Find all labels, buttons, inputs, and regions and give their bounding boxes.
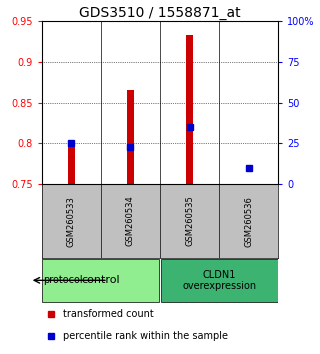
Text: GSM260535: GSM260535 — [185, 196, 194, 246]
Text: protocol: protocol — [43, 275, 83, 285]
Text: GSM260536: GSM260536 — [244, 196, 253, 246]
Text: percentile rank within the sample: percentile rank within the sample — [63, 331, 228, 341]
Bar — [127, 91, 134, 187]
Text: GSM260533: GSM260533 — [67, 196, 76, 246]
Bar — [245, 185, 252, 187]
Bar — [161, 259, 278, 302]
Bar — [68, 143, 75, 187]
Text: control: control — [82, 275, 120, 285]
Text: CLDN1
overexpression: CLDN1 overexpression — [182, 269, 256, 291]
Bar — [186, 35, 193, 187]
Title: GDS3510 / 1558871_at: GDS3510 / 1558871_at — [79, 6, 241, 20]
Text: transformed count: transformed count — [63, 309, 154, 319]
Bar — [42, 259, 159, 302]
Text: GSM260534: GSM260534 — [126, 196, 135, 246]
